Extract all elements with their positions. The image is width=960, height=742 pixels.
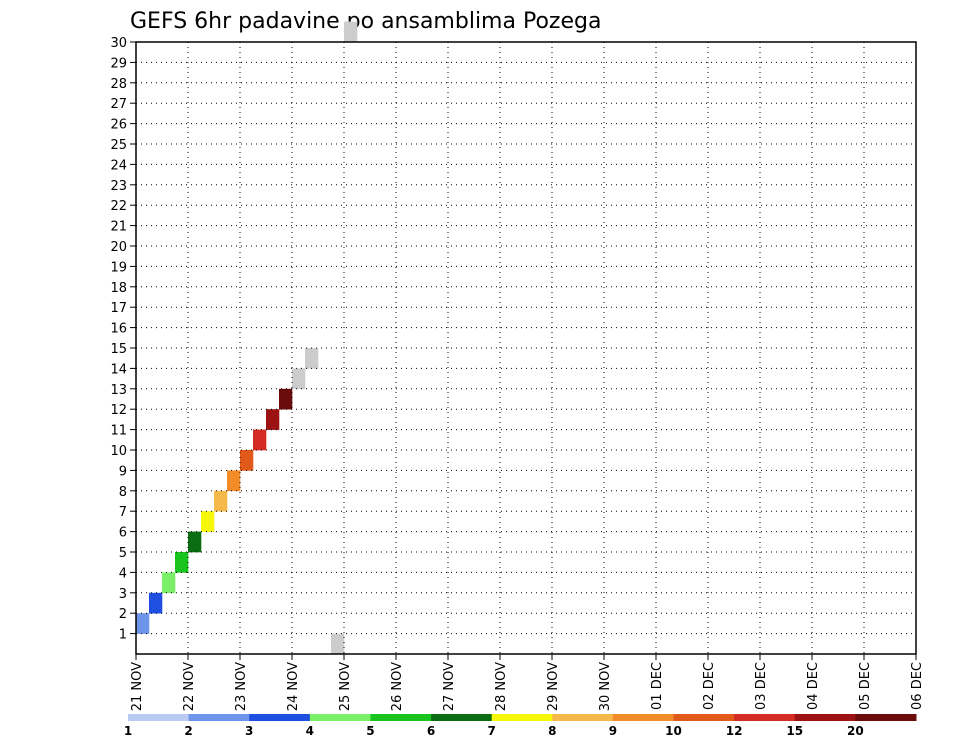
y-tick-label: 24 <box>110 158 127 173</box>
colorbar-swatch <box>734 714 796 721</box>
y-tick-label: 8 <box>119 485 127 500</box>
y-tick-label: 9 <box>119 464 127 479</box>
colorbar-label: 4 <box>306 724 314 738</box>
colorbar-swatch <box>855 714 917 721</box>
colorbar-swatch <box>491 714 553 721</box>
colorbar-label: 9 <box>609 724 617 738</box>
x-tick-label: 25 NOV <box>338 662 353 711</box>
y-tick-label: 15 <box>110 342 127 357</box>
heatmap-cell <box>331 633 345 655</box>
heatmap-cell <box>149 592 163 614</box>
x-tick-label: 01 DEC <box>650 662 665 710</box>
colorbar-swatch <box>794 714 856 721</box>
y-tick-label: 6 <box>119 526 127 541</box>
y-tick-label: 23 <box>110 179 127 194</box>
y-tick-label: 11 <box>110 424 127 439</box>
y-tick-label: 22 <box>110 199 127 214</box>
colorbar-swatch <box>128 714 190 721</box>
colorbar-swatch <box>309 714 371 721</box>
colorbar-label: 12 <box>726 724 743 738</box>
x-axis: 21 NOV 22 NOV 23 NOV 24 NOV 25 NOV 26 NOV 27 N… <box>130 654 925 711</box>
colorbar-label: 20 <box>847 724 864 738</box>
x-tick-label: 21 NOV <box>130 662 145 711</box>
colorbar-label: 8 <box>548 724 556 738</box>
y-tick-label: 18 <box>110 281 127 296</box>
heatmap-cell <box>253 429 267 451</box>
colorbar-label: 10 <box>665 724 682 738</box>
grid-lines <box>136 42 916 654</box>
x-tick-label: 05 DEC <box>858 662 873 710</box>
y-tick-label: 27 <box>110 97 127 112</box>
heatmap-cell <box>266 409 280 430</box>
heatmap-cell <box>279 388 293 410</box>
y-tick-label: 28 <box>110 77 127 92</box>
x-tick-label: 02 DEC <box>702 662 717 710</box>
y-tick-label: 5 <box>119 546 127 561</box>
x-tick-label: 30 NOV <box>598 662 613 711</box>
x-tick-label: 22 NOV <box>182 662 197 711</box>
y-tick-label: 7 <box>119 505 127 520</box>
heatmap-cell <box>175 552 189 573</box>
colorbar-swatch <box>673 714 735 721</box>
y-tick-label: 30 <box>110 36 127 51</box>
heatmap-cell <box>188 531 202 553</box>
y-tick-label: 2 <box>119 607 127 622</box>
heatmap-cell <box>162 572 176 594</box>
colorbar-swatch <box>249 714 311 721</box>
heatmap-cells <box>136 21 358 655</box>
colorbar-label: 3 <box>245 724 253 738</box>
x-tick-label: 04 DEC <box>806 662 821 710</box>
y-tick-label: 12 <box>110 403 127 418</box>
heatmap-cell <box>227 470 241 492</box>
colorbar: 1 2 3 4 5 6 7 8 9 10 12 15 20 <box>124 714 917 738</box>
y-tick-label: 10 <box>110 444 127 459</box>
colorbar-label: 6 <box>427 724 435 738</box>
y-tick-label: 14 <box>110 362 127 377</box>
chart-title: GEFS 6hr padavine po ansamblima Pozega <box>130 9 601 34</box>
heatmap-cell <box>292 368 306 390</box>
y-tick-label: 13 <box>110 383 127 398</box>
y-tick-label: 4 <box>119 566 127 581</box>
colorbar-label: 2 <box>184 724 192 738</box>
colorbar-label: 5 <box>366 724 374 738</box>
y-tick-label: 1 <box>119 628 127 643</box>
x-tick-label: 23 NOV <box>234 662 249 711</box>
x-tick-label: 26 NOV <box>390 662 405 711</box>
heatmap-cell <box>305 348 319 369</box>
y-tick-label: 25 <box>110 138 127 153</box>
colorbar-label: 7 <box>488 724 496 738</box>
y-tick-label: 21 <box>110 220 127 235</box>
y-tick-label: 29 <box>110 56 127 71</box>
y-tick-label: 19 <box>110 260 127 275</box>
x-tick-label: 28 NOV <box>494 662 509 711</box>
y-tick-label: 16 <box>110 322 127 337</box>
colorbar-label: 1 <box>124 724 132 738</box>
y-tick-label: 17 <box>110 301 127 316</box>
colorbar-swatch <box>612 714 675 721</box>
colorbar-swatch <box>552 714 614 721</box>
y-axis: 1234567891011121314151617181920212223242… <box>110 36 136 643</box>
colorbar-label: 15 <box>786 724 803 738</box>
colorbar-swatch <box>188 714 250 721</box>
heatmap-cell <box>214 490 228 512</box>
x-tick-label: 24 NOV <box>286 662 301 711</box>
heatmap-cell <box>136 613 150 634</box>
y-tick-label: 20 <box>110 240 127 255</box>
x-tick-label: 29 NOV <box>546 662 561 711</box>
y-tick-label: 26 <box>110 118 127 133</box>
heatmap-cell <box>240 450 254 471</box>
x-tick-label: 27 NOV <box>442 662 457 711</box>
colorbar-swatch <box>431 714 493 721</box>
heatmap-cell <box>201 511 215 532</box>
colorbar-swatch <box>370 714 432 721</box>
x-tick-label: 06 DEC <box>910 662 925 710</box>
y-tick-label: 3 <box>119 587 127 602</box>
x-tick-label: 03 DEC <box>754 662 769 710</box>
heatmap-cell <box>344 21 358 43</box>
